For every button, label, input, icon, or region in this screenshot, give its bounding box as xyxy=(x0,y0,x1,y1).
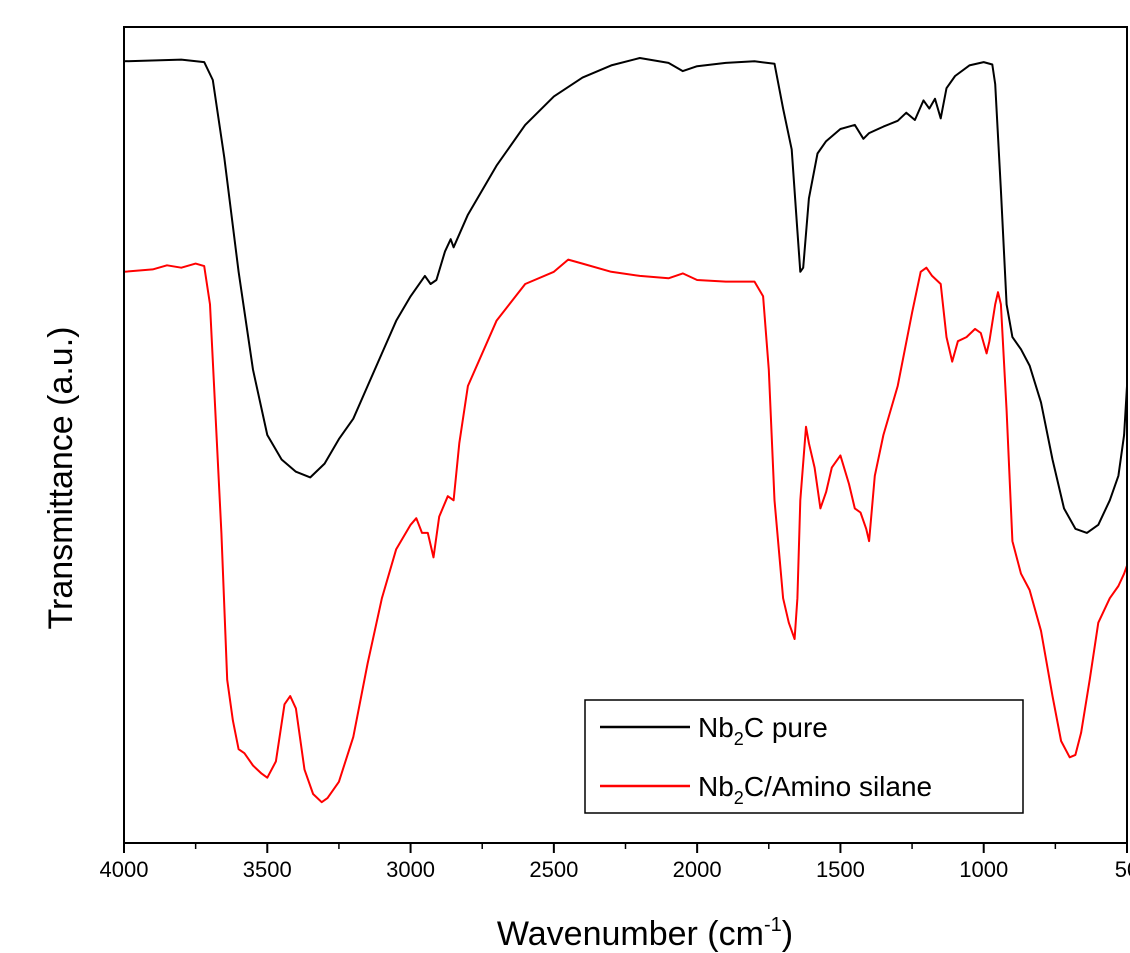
x-axis-title: Wavenumber (cm-1) xyxy=(497,914,793,953)
x-tick-label: 1500 xyxy=(816,857,865,882)
x-tick-label: 4000 xyxy=(100,857,149,882)
series-line-nb2c-pure xyxy=(123,57,1128,534)
x-tick-label: 50 xyxy=(1115,857,1130,882)
x-tick-label: 2000 xyxy=(673,857,722,882)
legend-label-nb2c-amino-silane: Nb2C/Amino silane xyxy=(698,771,932,808)
x-axis: 4000 3500 3000 2500 2000 1500 1000 50 xyxy=(100,843,1130,882)
legend-label-nb2c-pure: Nb2C pure xyxy=(698,712,828,749)
x-tick-label: 3000 xyxy=(386,857,435,882)
y-axis-title: Transmittance (a.u.) xyxy=(42,327,80,630)
legend-box xyxy=(584,699,1024,814)
series-line-nb2c-amino-silane xyxy=(123,258,1128,804)
legend: Nb2C pure Nb2C/Amino silane xyxy=(584,699,1024,814)
x-tick-label: 3500 xyxy=(243,857,292,882)
plot-area xyxy=(123,57,1128,804)
x-tick-label: 1000 xyxy=(959,857,1008,882)
x-tick-label: 2500 xyxy=(529,857,578,882)
